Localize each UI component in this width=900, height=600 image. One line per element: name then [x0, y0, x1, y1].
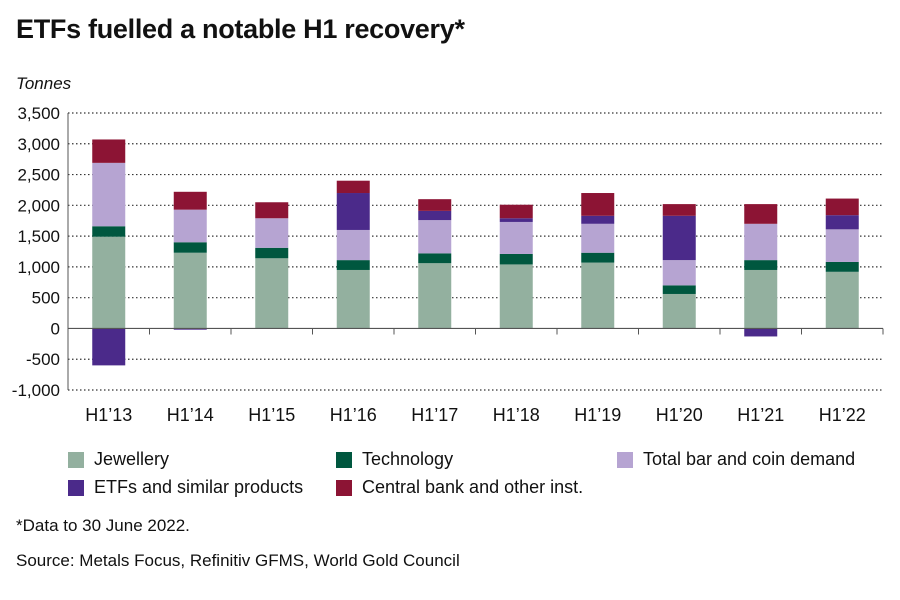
y-tick-label: 2,000 — [17, 196, 60, 215]
bar-segment — [825, 229, 859, 262]
bar-segment — [825, 215, 859, 230]
bar-segment — [662, 293, 696, 329]
y-tick-label: -500 — [26, 350, 60, 369]
y-tick-label: 1,500 — [17, 227, 60, 246]
x-tick-label: H1’20 — [656, 405, 703, 425]
y-tick-label: 3,500 — [17, 104, 60, 123]
x-tick-label: H1’18 — [493, 405, 540, 425]
y-tick-label: -1,000 — [12, 381, 60, 400]
legend-label-technology: Technology — [362, 449, 454, 469]
bar-segment — [499, 204, 533, 219]
source-note: Source: Metals Focus, Refinitiv GFMS, Wo… — [16, 551, 460, 570]
chart-title: ETFs fuelled a notable H1 recovery* — [16, 14, 465, 44]
bar-segment — [336, 180, 370, 194]
legend-label-etfs: ETFs and similar products — [94, 477, 304, 497]
bar-segment — [581, 223, 615, 253]
legend-swatch-jewellery — [68, 451, 84, 468]
bar-segment — [173, 191, 207, 210]
legend-item-etfs: ETFs and similar products — [68, 477, 303, 498]
bar-segment — [173, 328, 207, 330]
legend-item-central-bank: Central bank and other inst. — [336, 477, 583, 498]
x-tick-label: H1’22 — [819, 405, 866, 425]
bar-segment — [499, 264, 533, 329]
bar-segment — [825, 271, 859, 329]
legend-swatch-bar-coin — [617, 451, 633, 468]
legend-swatch-technology — [336, 451, 352, 468]
bar-segment — [825, 198, 859, 216]
bar-segment — [255, 202, 289, 219]
bar-segment — [499, 218, 533, 222]
bar-segment — [418, 210, 452, 221]
bar-segment — [418, 199, 452, 211]
x-tick-label: H1’16 — [330, 405, 377, 425]
y-tick-label: 3,000 — [17, 135, 60, 154]
legend-swatch-central-bank — [336, 479, 352, 496]
bar-segment — [173, 242, 207, 253]
bar-segment — [662, 285, 696, 294]
bar-segment — [92, 328, 126, 366]
bar-segment — [744, 328, 778, 337]
bar-segment — [499, 253, 533, 265]
bar-segment — [581, 252, 615, 263]
bar-segment — [173, 252, 207, 329]
bar-segment — [581, 193, 615, 216]
bar-segment — [336, 229, 370, 261]
legend-item-technology: Technology — [336, 449, 453, 470]
bar-segment — [662, 204, 696, 216]
legend-label-bar-coin: Total bar and coin demand — [643, 449, 856, 469]
bar-segment — [581, 262, 615, 329]
bar-segment — [744, 260, 778, 270]
x-tick-label: H1’14 — [167, 405, 214, 425]
bar-segment — [744, 269, 778, 329]
x-tick-label: H1’17 — [411, 405, 458, 425]
legend-label-central-bank: Central bank and other inst. — [362, 477, 584, 497]
bar-segment — [173, 209, 207, 243]
x-tick-label: H1’15 — [248, 405, 295, 425]
bar-segment — [92, 139, 126, 163]
y-tick-label: 500 — [32, 289, 60, 308]
bar-segment — [744, 223, 778, 261]
bar-segment — [336, 193, 370, 230]
legend-label-jewellery: Jewellery — [94, 449, 170, 469]
bar-segment — [255, 247, 289, 259]
bar-segment — [825, 261, 859, 272]
bar-segment — [744, 204, 778, 224]
bar-segment — [336, 260, 370, 270]
x-tick-label: H1’21 — [737, 405, 784, 425]
legend-swatch-etfs — [68, 479, 84, 496]
bar-segment — [499, 221, 533, 254]
y-axis-label: Tonnes — [16, 74, 72, 93]
bar-segment — [255, 258, 289, 329]
x-tick-label: H1’13 — [85, 405, 132, 425]
bar-segment — [662, 260, 696, 286]
bar-segment — [336, 269, 370, 329]
bar-segment — [662, 215, 696, 261]
bar-segment — [255, 218, 289, 248]
bar-segment — [418, 220, 452, 254]
bar-segment — [92, 162, 126, 227]
bar-segment — [418, 253, 452, 264]
bar-segment — [92, 226, 126, 237]
y-tick-label: 2,500 — [17, 166, 60, 185]
bar-segment — [418, 263, 452, 329]
bar-segment — [92, 236, 126, 329]
bar-segment — [581, 215, 615, 224]
footnote: *Data to 30 June 2022. — [16, 516, 190, 535]
legend-item-bar-coin: Total bar and coin demand — [617, 449, 855, 470]
x-tick-label: H1’19 — [574, 405, 621, 425]
y-tick-label: 1,000 — [17, 258, 60, 277]
y-tick-label: 0 — [51, 319, 60, 338]
legend-item-jewellery: Jewellery — [68, 449, 169, 470]
